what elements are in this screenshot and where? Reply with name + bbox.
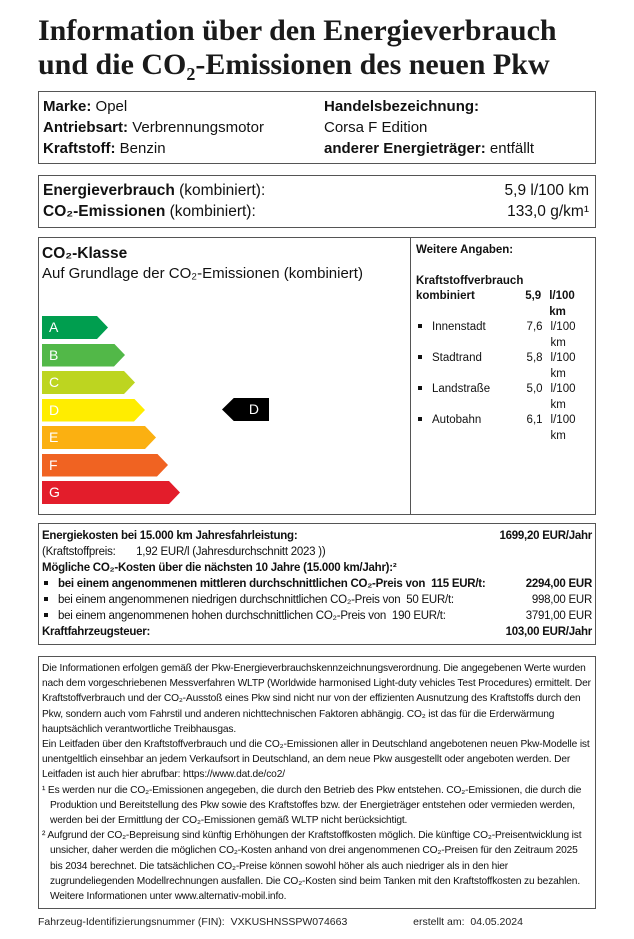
co2-cost-scenario: bei einem angenommenen niedrigen durchsc… [42, 592, 592, 608]
consumption-row: Innenstadt 7,6 l/100 km [416, 320, 591, 351]
fin-value: VXKUSHNSSPW074663 [230, 916, 348, 929]
handels-value: Corsa F Edition [324, 119, 428, 136]
co2-cost-scenario: bei einem angenommenen mittleren durchsc… [42, 576, 592, 592]
bullet-icon [44, 581, 48, 585]
consumption-row: Landstraße 5,0 l/100 km [416, 382, 591, 413]
summary-box: Energieverbrauch (kombiniert): 5,9 l/100 … [38, 175, 596, 228]
co2-class-bar-e: E [42, 426, 156, 449]
consumption-row: Autobahn 6,1 l/100 km [416, 413, 591, 444]
bullet-icon [44, 613, 48, 617]
co2-class-bar-b: B [42, 344, 125, 367]
page-title: Information über den Energieverbrauch un… [38, 14, 557, 81]
anderer-value: entfällt [489, 140, 535, 157]
bullet-icon [44, 597, 48, 601]
costs-box: Energiekosten bei 15.000 km Jahresfahrle… [38, 523, 596, 645]
co2-class-bar-c: C [42, 371, 135, 394]
bullet-icon [418, 355, 422, 359]
co2-value: 133,0 [507, 203, 546, 220]
footnote-1: ¹ Es werden nur die CO₂-Emissionen angeg… [42, 784, 582, 827]
co2-class-box: CO₂-Klasse Auf Grundlage der CO₂-Emissio… [38, 237, 596, 515]
co2-class-heading: CO₂-Klasse [42, 245, 128, 262]
antrieb-value: Verbrennungsmotor [132, 119, 264, 136]
footnote-2: ² Aufgrund der CO₂-Bepreisung sind künft… [42, 830, 582, 903]
bullet-icon [418, 417, 422, 421]
bullet-icon [418, 324, 422, 328]
kraftstoff-value: Benzin [119, 140, 166, 157]
co2-class-bar-d: D [42, 399, 145, 422]
co2-cost-scenario: bei einem angenommenen hohen durchschnit… [42, 608, 592, 624]
steuer-value: 103,00 EUR/Jahr [505, 626, 593, 638]
co2-class-bar-a: A [42, 316, 108, 339]
energie-value: 5,9 [504, 182, 527, 199]
co2-class-bar-f: F [42, 454, 168, 477]
footer: Fahrzeug-Identifizierungsnummer (FIN): V… [38, 916, 523, 929]
date-value: 04.05.2024 [470, 916, 523, 929]
vehicle-info-box: Marke: Opel Antriebsart: Verbrennungsmot… [38, 91, 596, 164]
marke-value: Opel [95, 98, 128, 115]
energiekosten-value: 1699,20 EUR/Jahr [499, 530, 592, 542]
consumption-row: Stadtrand 5,8 l/100 km [416, 351, 591, 382]
current-class-marker: D [222, 398, 269, 421]
bullet-icon [418, 386, 422, 390]
co2-class-bar-g: G [42, 481, 180, 504]
info-box: Die Informationen erfolgen gemäß der Pkw… [38, 656, 596, 910]
